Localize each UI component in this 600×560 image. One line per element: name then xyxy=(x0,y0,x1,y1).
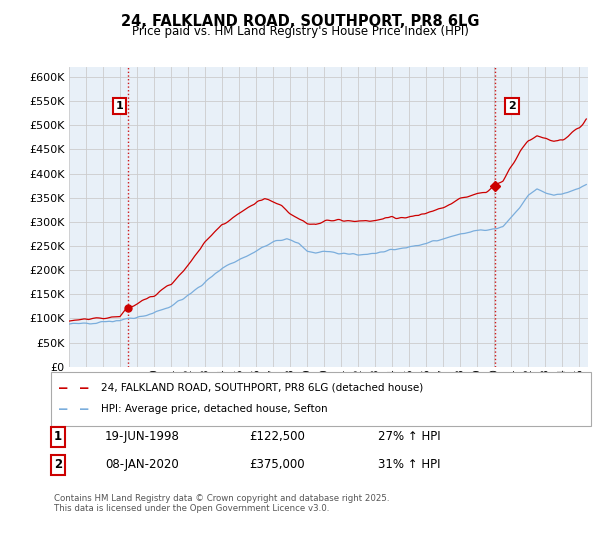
Text: 31% ↑ HPI: 31% ↑ HPI xyxy=(378,458,440,472)
Text: £122,500: £122,500 xyxy=(249,430,305,444)
Text: Price paid vs. HM Land Registry's House Price Index (HPI): Price paid vs. HM Land Registry's House … xyxy=(131,25,469,38)
Text: —: — xyxy=(59,381,67,394)
Text: —: — xyxy=(59,402,67,416)
Text: 1: 1 xyxy=(54,430,62,444)
Text: 24, FALKLAND ROAD, SOUTHPORT, PR8 6LG: 24, FALKLAND ROAD, SOUTHPORT, PR8 6LG xyxy=(121,14,479,29)
Text: —: — xyxy=(80,402,88,416)
Text: 2: 2 xyxy=(54,458,62,472)
Text: 1: 1 xyxy=(116,101,124,111)
Text: HPI: Average price, detached house, Sefton: HPI: Average price, detached house, Seft… xyxy=(101,404,328,414)
Text: —: — xyxy=(80,381,88,394)
Text: £375,000: £375,000 xyxy=(249,458,305,472)
Text: 2: 2 xyxy=(508,101,516,111)
Text: 19-JUN-1998: 19-JUN-1998 xyxy=(105,430,180,444)
Text: 24, FALKLAND ROAD, SOUTHPORT, PR8 6LG (detached house): 24, FALKLAND ROAD, SOUTHPORT, PR8 6LG (d… xyxy=(101,382,423,393)
Text: 08-JAN-2020: 08-JAN-2020 xyxy=(105,458,179,472)
Text: 27% ↑ HPI: 27% ↑ HPI xyxy=(378,430,440,444)
Text: Contains HM Land Registry data © Crown copyright and database right 2025.
This d: Contains HM Land Registry data © Crown c… xyxy=(54,494,389,514)
